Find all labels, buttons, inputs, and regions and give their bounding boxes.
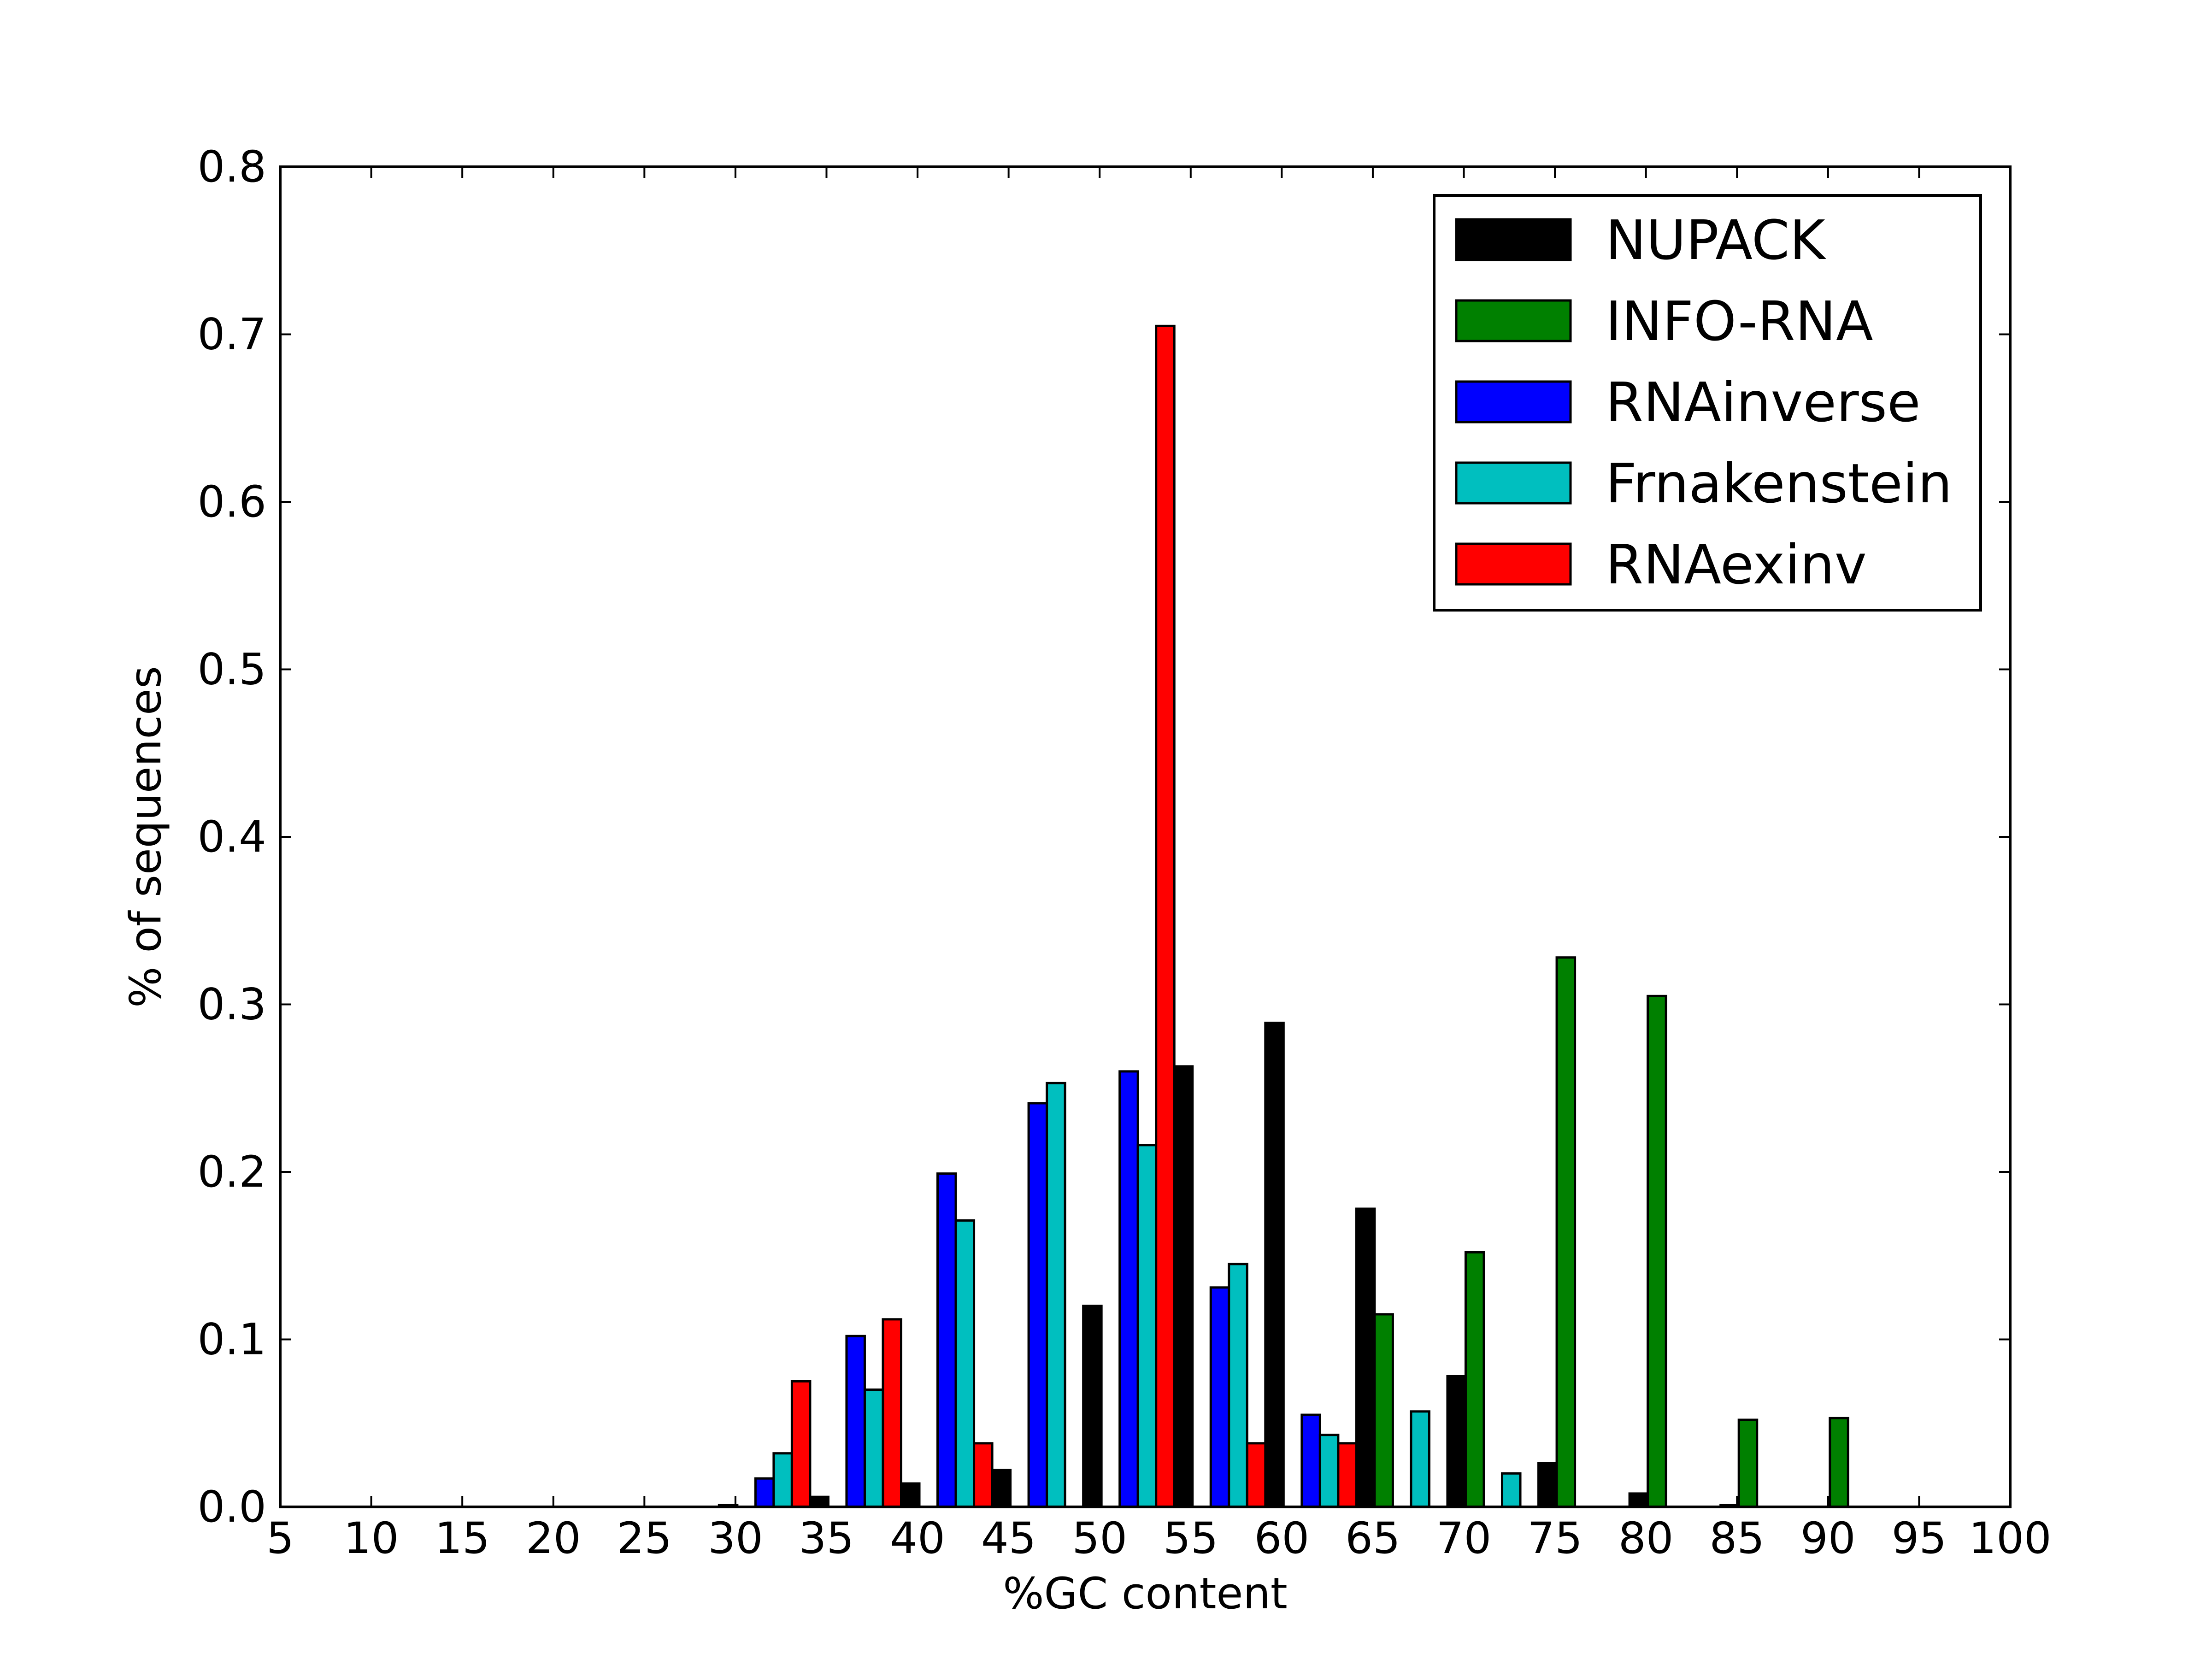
bar-rnaexinv xyxy=(882,1318,902,1508)
bar-frnakenstein xyxy=(1501,1472,1522,1508)
bar-rnaexinv xyxy=(1246,1442,1267,1508)
x-tick-label: 75 xyxy=(1527,1513,1583,1564)
y-tick-label: 0.0 xyxy=(198,1482,267,1532)
y-tick-label: 0.6 xyxy=(198,477,267,527)
bar-rnainverse xyxy=(1209,1286,1230,1508)
bar-frnakenstein xyxy=(863,1388,884,1508)
legend-label-rnainverse: RNAinverse xyxy=(1606,371,1921,434)
bar-info-rna xyxy=(1464,1251,1485,1508)
x-tick-label: 65 xyxy=(1345,1513,1400,1564)
x-tick-label: 25 xyxy=(617,1513,672,1564)
legend-label-info-rna: INFO-RNA xyxy=(1606,289,1873,353)
x-tick-label: 85 xyxy=(1709,1513,1765,1564)
y-tick-label: 0.4 xyxy=(198,812,267,862)
y-tick-label: 0.2 xyxy=(198,1147,267,1197)
x-tick-label: 80 xyxy=(1618,1513,1674,1564)
x-tick-label: 35 xyxy=(799,1513,854,1564)
bar-nupack xyxy=(1446,1375,1467,1508)
y-tick-label: 0.8 xyxy=(198,142,267,192)
x-tick-label: 60 xyxy=(1254,1513,1310,1564)
legend-swatch-rnaexinv xyxy=(1455,542,1572,586)
bar-rnaexinv xyxy=(790,1380,812,1508)
y-tick-label: 0.1 xyxy=(198,1315,267,1365)
bar-info-rna xyxy=(1647,994,1667,1508)
x-tick-label: 15 xyxy=(435,1513,490,1564)
bar-info-rna xyxy=(1737,1418,1759,1508)
legend-swatch-info-rna xyxy=(1455,299,1572,342)
legend-label-rnaexinv: RNAexinv xyxy=(1606,533,1867,596)
legend: NUPACK INFO-RNA RNAinverse Frnakenstein RNAe… xyxy=(1433,194,1982,612)
bar-frnakenstein xyxy=(1410,1410,1430,1508)
y-tick-label: 0.3 xyxy=(198,980,267,1030)
x-tick-label: 55 xyxy=(1163,1513,1218,1564)
bar-rnainverse xyxy=(754,1477,775,1508)
bar-info-rna xyxy=(1555,956,1577,1508)
y-axis-label: % of sequences xyxy=(121,666,171,1008)
bars-layer xyxy=(718,324,1849,1508)
y-tick-label: 0.7 xyxy=(198,310,267,360)
x-axis-label: %GC content xyxy=(1003,1569,1288,1619)
x-tick-label: 45 xyxy=(981,1513,1036,1564)
x-tick-label: 100 xyxy=(1969,1513,2051,1564)
x-tick-label: 5 xyxy=(266,1513,294,1564)
ticks-layer: 5 10 15 20 25 30 35 40 45 50 55 60 65 70 75 80 85 90 95 100… xyxy=(198,142,2052,1564)
bar-frnakenstein xyxy=(1136,1144,1158,1508)
bar-frnakenstein xyxy=(1318,1434,1340,1508)
bar-nupack xyxy=(1173,1065,1194,1508)
x-tick-label: 50 xyxy=(1072,1513,1127,1564)
bar-rnaexinv xyxy=(1155,324,1176,1508)
bar-nupack xyxy=(1264,1021,1285,1508)
x-tick-label: 90 xyxy=(1800,1513,1856,1564)
bar-nupack xyxy=(1355,1207,1376,1508)
legend-label-nupack: NUPACK xyxy=(1606,208,1826,272)
x-tick-label: 40 xyxy=(890,1513,945,1564)
x-tick-label: 10 xyxy=(344,1513,399,1564)
x-tick-label: 20 xyxy=(526,1513,581,1564)
bar-rnainverse xyxy=(1027,1102,1048,1508)
bar-frnakenstein xyxy=(1046,1082,1066,1508)
bar-rnainverse xyxy=(1300,1413,1321,1508)
bar-info-rna xyxy=(1373,1313,1394,1508)
bar-frnakenstein xyxy=(772,1452,793,1508)
bar-rnainverse xyxy=(1118,1070,1139,1508)
legend-swatch-rnainverse xyxy=(1455,380,1572,424)
x-tick-label: 70 xyxy=(1436,1513,1492,1564)
legend-swatch-frnakenstein xyxy=(1455,461,1572,505)
bar-rnainverse xyxy=(936,1172,957,1508)
bar-rnaexinv xyxy=(1337,1442,1358,1508)
legend-swatch-nupack xyxy=(1455,218,1572,261)
bar-nupack xyxy=(1082,1305,1103,1508)
x-tick-label: 95 xyxy=(1892,1513,1947,1564)
bar-frnakenstein xyxy=(954,1219,976,1508)
legend-label-frnakenstein: Frnakenstein xyxy=(1606,452,1952,515)
y-tick-label: 0.5 xyxy=(198,645,267,695)
x-tick-label: 30 xyxy=(708,1513,763,1564)
bar-frnakenstein xyxy=(1228,1263,1248,1508)
bar-rnaexinv xyxy=(973,1442,994,1508)
bar-nupack xyxy=(1537,1462,1558,1508)
bar-info-rna xyxy=(1829,1417,1849,1508)
bar-rnainverse xyxy=(845,1335,866,1508)
